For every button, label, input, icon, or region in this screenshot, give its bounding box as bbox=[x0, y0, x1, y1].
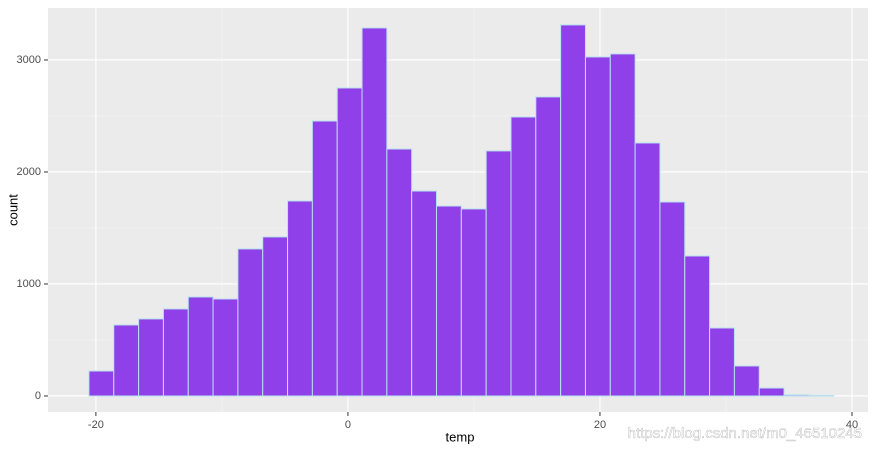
bar bbox=[262, 236, 289, 397]
bar bbox=[808, 394, 835, 397]
bar bbox=[535, 96, 562, 397]
bar bbox=[138, 318, 164, 397]
watermark: https://blog.csdn.net/m0_46510245 bbox=[628, 425, 862, 442]
x-axis-label: temp bbox=[446, 429, 475, 444]
bar bbox=[187, 296, 214, 397]
bar bbox=[709, 327, 735, 397]
bar bbox=[460, 208, 487, 397]
bar bbox=[758, 387, 785, 397]
bar bbox=[237, 248, 264, 397]
bar bbox=[684, 255, 711, 397]
bar bbox=[162, 308, 189, 397]
bar bbox=[659, 201, 686, 397]
bar bbox=[287, 200, 313, 397]
bar bbox=[411, 190, 438, 397]
bar bbox=[510, 116, 537, 397]
bar bbox=[88, 370, 115, 397]
y-axis-label: count bbox=[5, 194, 20, 226]
bar bbox=[212, 298, 239, 397]
y-tick-label: 2000 bbox=[17, 166, 41, 178]
bar bbox=[783, 394, 810, 397]
x-tick-label: 20 bbox=[594, 419, 606, 431]
bar bbox=[311, 120, 338, 397]
x-tick-label: -20 bbox=[88, 419, 104, 431]
bar bbox=[609, 53, 636, 397]
x-tick-label: 0 bbox=[345, 419, 351, 431]
bar bbox=[361, 27, 388, 397]
bar bbox=[560, 24, 586, 397]
bar bbox=[634, 142, 661, 397]
bar bbox=[436, 205, 462, 397]
bar bbox=[584, 56, 611, 397]
y-tick-label: 0 bbox=[35, 390, 41, 402]
y-tick-label: 1000 bbox=[17, 278, 41, 290]
y-tick-label: 3000 bbox=[17, 54, 41, 66]
bar bbox=[386, 148, 413, 397]
x-tick-label: 40 bbox=[846, 419, 858, 431]
bar bbox=[113, 324, 140, 397]
bar bbox=[733, 365, 760, 397]
bar bbox=[336, 87, 363, 397]
bar bbox=[485, 150, 512, 397]
